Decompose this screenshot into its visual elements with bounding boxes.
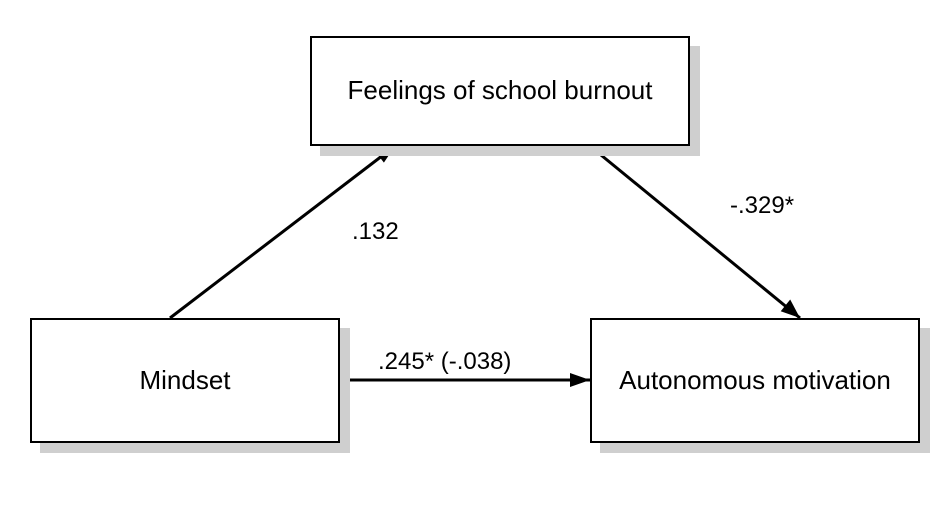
diagram-stage: .132 -.329* .245* (-.038) Feelings of sc… [0, 0, 950, 529]
node-burnout: Feelings of school burnout [310, 36, 690, 146]
edge-label-mindset-to-burnout: .132 [352, 218, 399, 246]
edge-burnout-to-autonomous [590, 146, 800, 318]
node-autonomous-label: Autonomous motivation [611, 365, 899, 396]
node-mindset-label: Mindset [131, 365, 238, 396]
node-mindset: Mindset [30, 318, 340, 443]
edge-label-burnout-to-autonomous: -.329* [730, 192, 794, 220]
node-autonomous: Autonomous motivation [590, 318, 920, 443]
node-burnout-label: Feelings of school burnout [340, 75, 661, 106]
edge-label-mindset-to-autonomous: .245* (-.038) [378, 348, 511, 376]
